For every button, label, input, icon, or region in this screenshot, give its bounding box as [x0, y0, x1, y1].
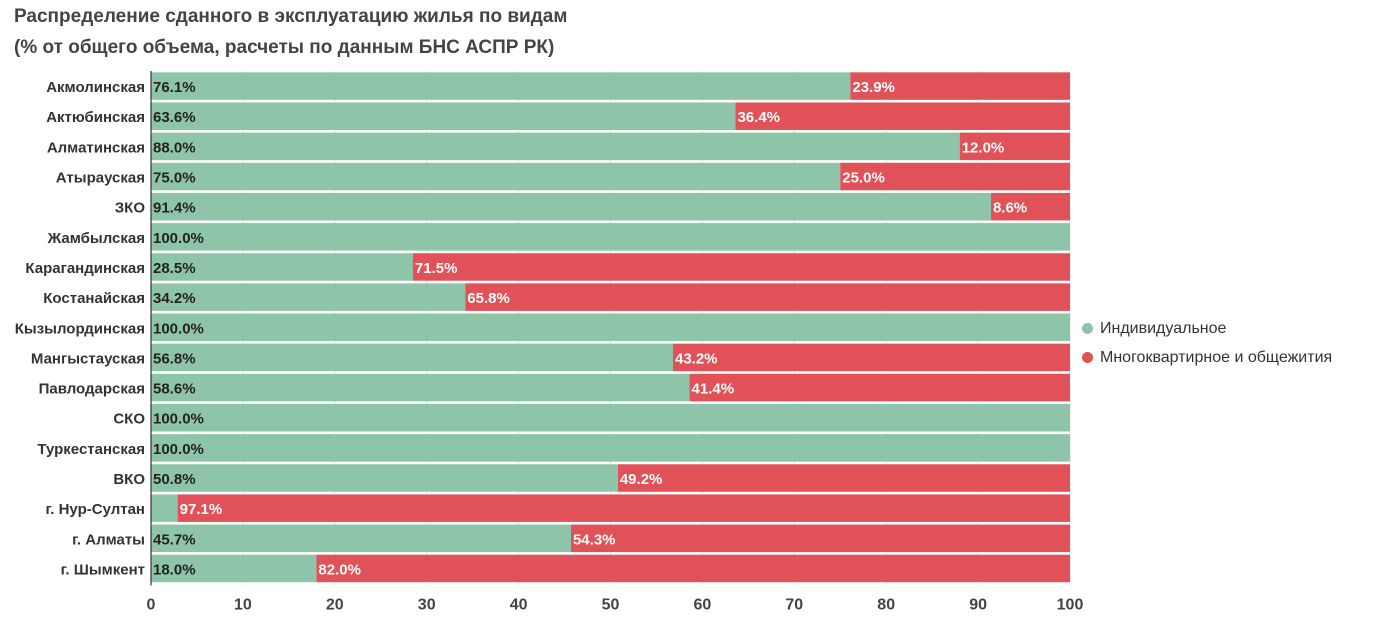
chart-title-line2: (% от общего объема, расчеты по данным Б… [14, 37, 555, 58]
category-label: Мангыстауская [31, 350, 145, 367]
x-tick-label: 30 [418, 597, 436, 614]
chart-title-line1: Распределение сданного в эксплуатацию жи… [14, 6, 568, 27]
x-tick-label: 70 [785, 597, 803, 614]
bar-segment [959, 132, 1070, 161]
category-label: Карагандинская [25, 260, 145, 277]
category-label: г. Алматы [72, 531, 145, 548]
bar-segment [316, 554, 1070, 583]
bar-segment [177, 494, 1070, 522]
data-label: 88.0% [153, 139, 196, 156]
data-label: 63.6% [153, 109, 196, 126]
legend-item-multi[interactable]: Многоквартирное и общежития [1082, 343, 1332, 372]
data-label: 58.6% [153, 381, 196, 398]
x-tick-label: 100 [1057, 597, 1084, 614]
legend-label-individual: Индивидуальное [1100, 319, 1227, 337]
bar-segment [151, 283, 466, 311]
x-tick-label: 10 [234, 597, 252, 614]
data-label: 71.5% [415, 260, 458, 277]
x-tick-label: 60 [694, 597, 712, 614]
bar-segment [151, 253, 413, 281]
legend-item-individual[interactable]: Индивидуальное [1082, 314, 1332, 343]
data-label: 43.2% [675, 350, 718, 367]
bar-segment [151, 403, 1070, 432]
bar-segment [151, 132, 960, 161]
data-label: 75.0% [153, 170, 196, 187]
category-label: Павлодарская [39, 381, 145, 398]
category-label: ЗКО [115, 200, 146, 217]
bar-segment [151, 313, 1070, 342]
category-label: г. Нур-Султан [46, 501, 145, 518]
bar-segment [850, 72, 1070, 100]
data-label: 82.0% [318, 561, 361, 578]
legend: Индивидуальное Многоквартирное и общежит… [1082, 314, 1332, 372]
category-label: Атырауская [56, 170, 145, 187]
bar-segment [735, 102, 1070, 130]
bar-segment [151, 524, 571, 553]
bar-segment [151, 494, 178, 522]
data-label: 100.0% [153, 411, 204, 428]
data-label: 12.0% [962, 139, 1005, 156]
legend-dot-multi [1082, 352, 1093, 363]
data-label: 34.2% [153, 290, 196, 307]
bar-segment [151, 434, 1070, 462]
data-label: 56.8% [153, 350, 196, 367]
bar-segment [465, 283, 1071, 311]
x-tick-label: 90 [969, 597, 987, 614]
bar-segment [990, 192, 1070, 221]
category-label: Костанайская [43, 290, 145, 307]
data-label: 100.0% [153, 320, 204, 337]
x-tick-label: 40 [510, 597, 528, 614]
data-label: 100.0% [153, 441, 204, 458]
bar-segment [151, 192, 991, 221]
data-label: 54.3% [573, 531, 616, 548]
bar-segment [570, 524, 1070, 553]
legend-dot-individual [1082, 323, 1093, 334]
data-label: 97.1% [180, 501, 223, 518]
category-label: СКО [113, 411, 145, 428]
category-label: Алматинская [47, 139, 145, 156]
data-label: 76.1% [153, 79, 196, 96]
data-label: 8.6% [993, 200, 1027, 217]
bar-segment [151, 72, 851, 100]
legend-label-multi: Многоквартирное и общежития [1100, 348, 1333, 366]
bar-segment [840, 162, 1070, 191]
data-label: 100.0% [153, 230, 204, 247]
data-label: 49.2% [620, 471, 663, 488]
data-label: 41.4% [692, 381, 735, 398]
bar-segment [151, 464, 618, 492]
bar-segment [151, 373, 690, 402]
category-label: Акмолинская [46, 79, 145, 96]
x-tick-label: 80 [877, 597, 895, 614]
category-label: ВКО [113, 471, 145, 488]
bar-segment [151, 162, 841, 191]
category-label: Кызылординская [15, 320, 145, 337]
data-label: 91.4% [153, 200, 196, 217]
x-tick-label: 0 [147, 597, 156, 614]
bar-segment [151, 223, 1070, 251]
data-label: 36.4% [737, 109, 780, 126]
data-label: 50.8% [153, 471, 196, 488]
category-label: Жамбылская [47, 230, 145, 247]
x-tick-label: 50 [602, 597, 620, 614]
category-label: Актюбинская [46, 109, 145, 126]
bar-segment [672, 343, 1070, 372]
bar-segment [151, 102, 736, 130]
bar-segment [412, 253, 1070, 281]
bar-segment [617, 464, 1070, 492]
category-label: Туркестанская [37, 441, 145, 458]
bar-segment [689, 373, 1070, 402]
data-label: 45.7% [153, 531, 196, 548]
data-label: 25.0% [842, 170, 885, 187]
data-label: 28.5% [153, 260, 196, 277]
data-label: 23.9% [852, 79, 895, 96]
data-label: 18.0% [153, 561, 196, 578]
data-label: 65.8% [467, 290, 510, 307]
x-tick-label: 20 [326, 597, 344, 614]
bar-segment [151, 343, 673, 372]
category-label: г. Шымкент [61, 561, 145, 578]
bar-segment [151, 554, 317, 583]
